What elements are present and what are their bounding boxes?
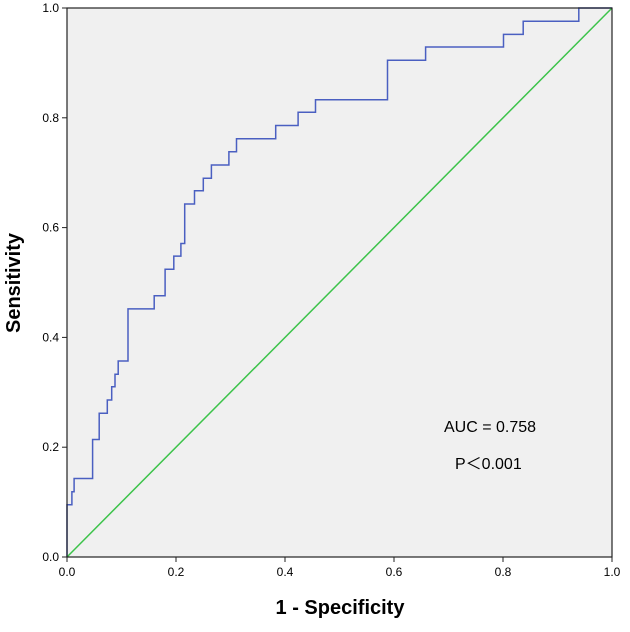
y-tick-label: 0.6 <box>42 221 59 235</box>
y-axis-title: Sensitivity <box>3 232 25 333</box>
y-tick-label: 0.2 <box>42 440 59 454</box>
y-tick-label: 0.4 <box>42 330 59 344</box>
x-tick-label: 0.2 <box>168 565 185 579</box>
x-tick-label: 0.6 <box>386 565 403 579</box>
x-tick-label: 1.0 <box>604 565 621 579</box>
reference-line <box>66 7 613 558</box>
y-tick-label: 1.0 <box>42 1 59 15</box>
x-tick-label: 0.4 <box>277 565 294 579</box>
roc-curve <box>66 7 612 557</box>
p-value-annotation: P＜0.001 <box>455 456 522 473</box>
y-tick-label: 0.8 <box>42 111 59 125</box>
x-axis-title: 1 - Specificity <box>276 597 406 619</box>
auc-annotation: AUC = 0.758 <box>444 419 536 436</box>
x-tick-label: 0.8 <box>495 565 512 579</box>
x-tick-label: 0.0 <box>59 565 76 579</box>
plot-frame <box>66 7 613 558</box>
y-tick-label: 0.0 <box>42 550 59 564</box>
